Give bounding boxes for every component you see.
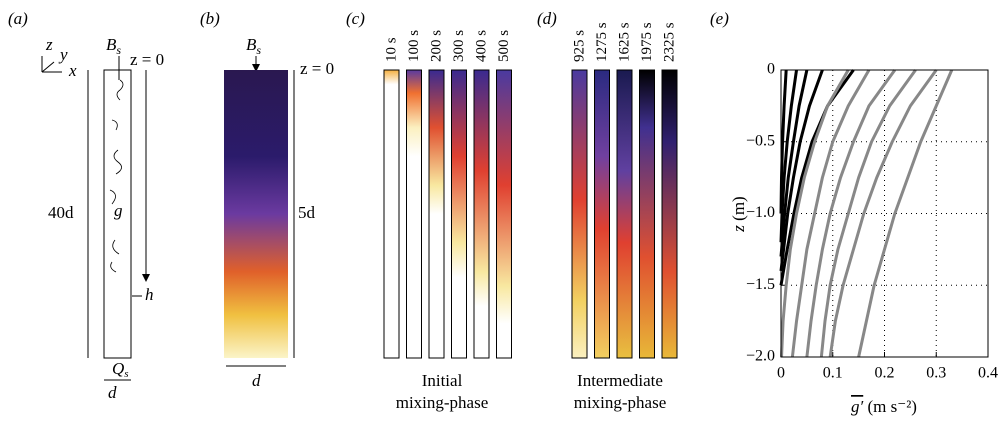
column-image (428, 69, 445, 359)
profile-line (780, 69, 850, 358)
caption: Intermediate (577, 371, 663, 390)
panel-label: (e) (710, 9, 729, 28)
time-label: 300 s (451, 30, 467, 62)
x-tick-label: 0.4 (978, 365, 998, 382)
axis-x: x (68, 61, 77, 80)
profile-line (805, 69, 897, 358)
time-label: 10 s (383, 37, 399, 62)
gravity-label: g (114, 201, 123, 220)
x-tick-label: 0.1 (823, 365, 843, 382)
panel-a: (a) z y x Bs z = 0 g 40d h Qs d (8, 9, 164, 402)
panel-c: (c) Initial mixing-phase 10 s 100 s 200 s 3… (346, 9, 512, 412)
x-tick-label: 0.2 (875, 365, 895, 382)
y-tick-label: −1.5 (746, 276, 775, 293)
axis-z: z (45, 35, 53, 54)
column-image (383, 69, 400, 359)
column-image (571, 69, 588, 359)
column-image (661, 69, 678, 359)
time-label: 2325 s (661, 22, 677, 62)
column-image (639, 69, 655, 359)
profile-line (790, 69, 871, 358)
plot-frame (780, 69, 989, 358)
source-label: Bs (246, 35, 261, 57)
panel-label: (a) (8, 9, 28, 28)
column-image (496, 69, 512, 359)
column-image (616, 69, 633, 359)
time-label: 925 s (571, 30, 587, 62)
y-tick-label: −1.0 (746, 204, 775, 221)
profile-line (828, 69, 938, 358)
panel-label: (c) (346, 9, 365, 28)
y-tick-label: 0 (767, 61, 775, 78)
profile-line (819, 69, 917, 358)
length-label: 5d (298, 203, 316, 222)
column-image (473, 69, 490, 359)
y-tick-label: −2.0 (746, 348, 775, 365)
panel-d: (d) Intermediate mixing-phase 925 s 1275 … (537, 9, 678, 412)
profile-line (857, 69, 954, 358)
time-label: 400 s (473, 30, 489, 62)
origin-label: z = 0 (300, 59, 334, 78)
plume-image (224, 70, 288, 358)
panel-label: (b) (200, 9, 220, 28)
source-label: Bs (106, 35, 121, 57)
profile-line (779, 69, 824, 272)
axis-y: y (58, 45, 68, 64)
x-axis-label: g′ (m s⁻²) (851, 397, 917, 416)
column-image (451, 69, 467, 359)
column-image (406, 69, 422, 359)
width-label: d (252, 371, 261, 390)
depth-label: h (145, 285, 154, 304)
panel-e: (e) z (m) g′ (m s⁻²) 0 0.1 0.2 0.3 0.4 −2.0 −1… (710, 9, 998, 416)
profile-line (779, 69, 809, 257)
y-tick-label: −0.5 (746, 132, 775, 149)
profile-line (779, 69, 799, 243)
column-image (594, 69, 610, 359)
x-tick-label: 0.3 (926, 365, 946, 382)
time-label: 200 s (428, 30, 444, 62)
y-axis-label: z (m) (729, 196, 748, 232)
outflow-label: Qs (112, 359, 129, 380)
origin-label: z = 0 (130, 50, 164, 69)
panel-label: (d) (537, 9, 557, 28)
caption: Initial (422, 371, 463, 390)
time-label: 100 s (406, 30, 422, 62)
width-label: d (108, 383, 117, 402)
caption: mixing-phase (574, 393, 667, 412)
x-tick-label: 0 (777, 365, 785, 382)
time-label: 500 s (496, 30, 512, 62)
caption: mixing-phase (396, 393, 489, 412)
time-label: 1975 s (639, 22, 655, 62)
panel-b: (b) Bs z = 0 5d d (200, 9, 334, 390)
time-label: 1625 s (616, 22, 632, 62)
time-label: 1275 s (594, 22, 610, 62)
length-label: 40d (48, 203, 74, 222)
